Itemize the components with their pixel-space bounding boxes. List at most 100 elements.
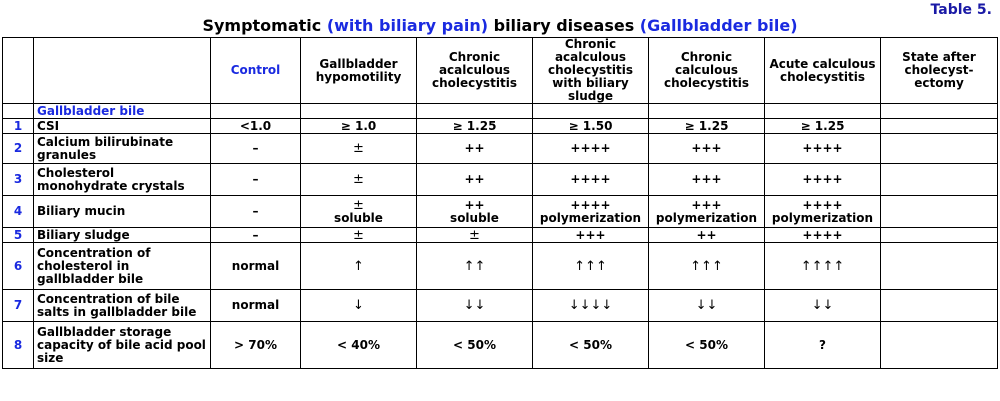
- row-cell: ± soluble: [300, 195, 417, 228]
- row-cell: ++++: [532, 133, 649, 164]
- row-cell-subtext: soluble: [450, 210, 499, 225]
- row-cell: ≥ 1.25: [764, 118, 881, 134]
- header-row: Control Gallbladder hypomotility Chronic…: [2, 37, 998, 104]
- row-cell-value: ++++: [802, 197, 843, 212]
- row-cell: ++: [648, 227, 765, 243]
- row-cell: < 50%: [416, 321, 533, 369]
- row-cell: [880, 227, 998, 243]
- row-cell: [880, 133, 998, 164]
- row-cell: ++++: [764, 163, 881, 196]
- row-cell: ++++ polymerization: [532, 195, 649, 228]
- row-cell: ++: [416, 133, 533, 164]
- header-col-6: State after cholecyst-ectomy: [880, 37, 998, 104]
- row-number: 6: [2, 242, 34, 290]
- row-cell: [880, 195, 998, 228]
- header-col-5: Acute calculous cholecystitis: [764, 37, 881, 104]
- row-cell: ±: [416, 227, 533, 243]
- row-cell: < 40%: [300, 321, 417, 369]
- title-part3: biliary diseases: [488, 16, 640, 35]
- row-cell: <1.0: [210, 118, 301, 134]
- row-cell: ≥ 1.25: [648, 118, 765, 134]
- row-cell: [880, 163, 998, 196]
- row-cell: ↑: [300, 242, 417, 290]
- row-cell: ↑↑↑: [532, 242, 649, 290]
- table-row: 6 Concentration of cholesterol in gallbl…: [2, 242, 998, 290]
- row-cell-subtext: soluble: [334, 210, 383, 225]
- row-cell: ++ soluble: [416, 195, 533, 228]
- row-cell: +++: [648, 163, 765, 196]
- row-number: 3: [2, 163, 34, 196]
- row-cell: ≥ 1.25: [416, 118, 533, 134]
- row-cell-value: ++++: [570, 197, 611, 212]
- title-part1: Symptomatic: [202, 16, 327, 35]
- header-num: [2, 37, 34, 104]
- header-col-0: Control: [210, 37, 301, 104]
- row-cell: [880, 118, 998, 134]
- table-row: 5 Biliary sludge – ± ± +++ ++ ++++: [2, 227, 998, 243]
- row-cell: normal: [210, 289, 301, 322]
- row-cell: < 50%: [532, 321, 649, 369]
- row-cell: ↓: [300, 289, 417, 322]
- row-cell: –: [210, 195, 301, 228]
- header-col-4: Chronic calculous cholecystitis: [648, 37, 765, 104]
- row-cell: +++: [648, 133, 765, 164]
- row-cell: normal: [210, 242, 301, 290]
- row-cell: ↓↓: [648, 289, 765, 322]
- row-cell: ↓↓↓↓: [532, 289, 649, 322]
- title-part4: (Gallbladder bile): [639, 16, 798, 35]
- row-cell-subtext: polymerization: [771, 210, 874, 225]
- row-number: 5: [2, 227, 34, 243]
- row-param: Biliary mucin: [33, 195, 211, 228]
- row-param: Concentration of bile salts in gallbladd…: [33, 289, 211, 322]
- row-cell-subtext: polymerization: [655, 210, 758, 225]
- row-cell: ↑↑↑↑: [764, 242, 881, 290]
- row-param: Gallbladder storage capacity of bile aci…: [33, 321, 211, 369]
- row-number: 7: [2, 289, 34, 322]
- row-cell-value: ±: [353, 197, 364, 213]
- disease-table: Control Gallbladder hypomotility Chronic…: [2, 37, 998, 369]
- table-row: 4 Biliary mucin – ± soluble ++ soluble +++…: [2, 195, 998, 228]
- row-cell: –: [210, 163, 301, 196]
- table-row: 1 CSI <1.0 ≥ 1.0 ≥ 1.25 ≥ 1.50 ≥ 1.25 ≥ …: [2, 118, 998, 134]
- table-number: Table 5.: [930, 2, 992, 18]
- row-param: Concentration of cholesterol in gallblad…: [33, 242, 211, 290]
- row-cell: ±: [300, 163, 417, 196]
- row-cell: ↓↓: [764, 289, 881, 322]
- row-cell: –: [210, 227, 301, 243]
- row-cell: ≥ 1.0: [300, 118, 417, 134]
- row-param: CSI: [33, 118, 211, 134]
- row-cell: ↑↑↑: [648, 242, 765, 290]
- row-param: Calcium bilirubinate granules: [33, 133, 211, 164]
- table-row: 3 Cholesterol monohydrate crystals – ± +…: [2, 163, 998, 196]
- header-col-2: Chronic acalculous cholecystitis: [416, 37, 533, 104]
- table-title: Symptomatic (with biliary pain) biliary …: [0, 16, 1000, 35]
- row-cell: ++++: [764, 227, 881, 243]
- header-col-3: Chronic acalculous cholecystitis with bi…: [532, 37, 649, 104]
- row-cell-subtext: polymerization: [539, 210, 642, 225]
- row-cell: [880, 242, 998, 290]
- row-param: Biliary sludge: [33, 227, 211, 243]
- header-param: [33, 37, 211, 104]
- row-number: 1: [2, 118, 34, 134]
- table-row: 7 Concentration of bile salts in gallbla…: [2, 289, 998, 322]
- row-cell: –: [210, 133, 301, 164]
- title-part2: (with biliary pain): [326, 16, 489, 35]
- row-number: 8: [2, 321, 34, 369]
- section-label: Gallbladder bile: [33, 103, 211, 119]
- row-cell: +++ polymerization: [648, 195, 765, 228]
- header-col-1: Gallbladder hypomotility: [300, 37, 417, 104]
- row-cell: ?: [764, 321, 881, 369]
- row-cell: ++++: [764, 133, 881, 164]
- row-cell: ±: [300, 133, 417, 164]
- row-number: 2: [2, 133, 34, 164]
- row-cell: > 70%: [210, 321, 301, 369]
- row-cell: < 50%: [648, 321, 765, 369]
- row-cell: ++++: [532, 163, 649, 196]
- row-cell: +++: [532, 227, 649, 243]
- row-cell: ≥ 1.50: [532, 118, 649, 134]
- row-cell-value: +++: [691, 197, 722, 212]
- row-number: 4: [2, 195, 34, 228]
- row-cell: ±: [300, 227, 417, 243]
- row-cell-value: ++: [464, 197, 485, 212]
